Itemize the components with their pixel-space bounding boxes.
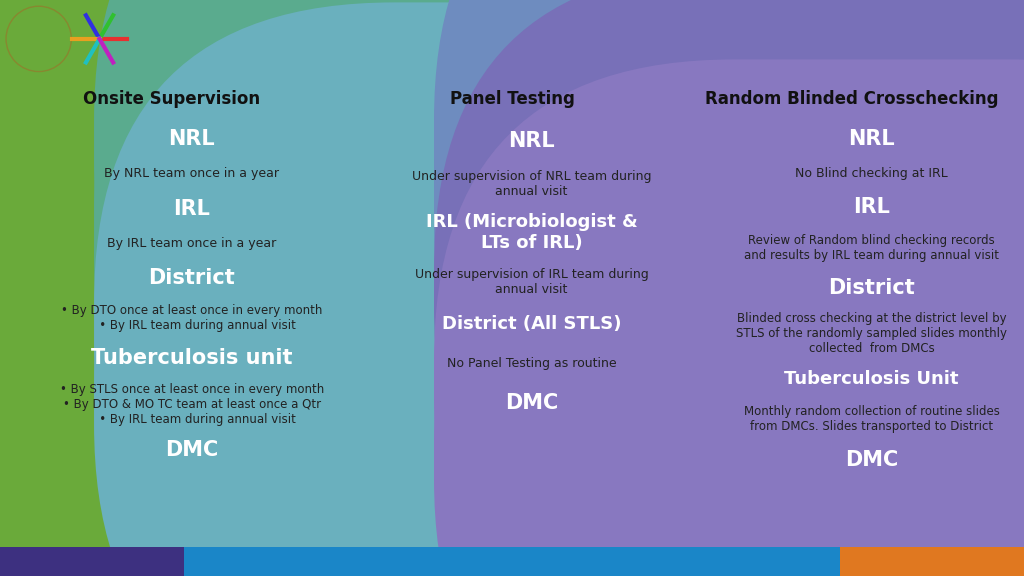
Text: NRL: NRL: [168, 130, 215, 149]
Text: NRL: NRL: [848, 130, 895, 149]
FancyBboxPatch shape: [288, 0, 1024, 576]
Text: Blinded cross checking at the district level by
STLS of the randomly sampled sli: Blinded cross checking at the district l…: [736, 312, 1008, 355]
Text: • By STLS once at least once in every month
• By DTO & MO TC team at least once : • By STLS once at least once in every mo…: [59, 383, 324, 426]
FancyBboxPatch shape: [0, 39, 630, 576]
FancyBboxPatch shape: [94, 0, 970, 463]
Text: Tuberculosis unit: Tuberculosis unit: [91, 348, 293, 368]
FancyBboxPatch shape: [434, 0, 1024, 527]
FancyBboxPatch shape: [94, 2, 970, 576]
FancyBboxPatch shape: [0, 0, 630, 576]
FancyBboxPatch shape: [840, 547, 1024, 576]
Polygon shape: [693, 121, 720, 518]
Text: By NRL team once in a year: By NRL team once in a year: [104, 168, 280, 180]
FancyBboxPatch shape: [0, 0, 138, 78]
FancyBboxPatch shape: [434, 140, 1024, 576]
FancyBboxPatch shape: [0, 0, 630, 459]
Text: Tuberculosis Unit: Tuberculosis Unit: [784, 370, 958, 388]
Text: DMC: DMC: [165, 441, 218, 460]
Text: District (All STLS): District (All STLS): [442, 315, 622, 333]
Text: NRL: NRL: [508, 131, 555, 151]
FancyBboxPatch shape: [0, 131, 630, 576]
FancyBboxPatch shape: [434, 59, 1024, 576]
Circle shape: [67, 6, 132, 71]
Text: Random Blinded Crosschecking: Random Blinded Crosschecking: [706, 90, 998, 108]
Text: By IRL team once in a year: By IRL team once in a year: [108, 237, 276, 249]
FancyBboxPatch shape: [434, 0, 1024, 459]
Text: No Blind checking at IRL: No Blind checking at IRL: [796, 167, 948, 180]
FancyBboxPatch shape: [0, 0, 630, 528]
Text: • By DTO once at least once in every month
   • By IRL team during annual visit: • By DTO once at least once in every mon…: [61, 304, 323, 332]
Text: District: District: [828, 278, 915, 298]
Text: IRL: IRL: [853, 198, 890, 217]
FancyBboxPatch shape: [0, 547, 184, 576]
FancyBboxPatch shape: [184, 547, 512, 576]
FancyBboxPatch shape: [0, 0, 736, 576]
Text: Monthly random collection of routine slides
from DMCs. Slides transported to Dis: Monthly random collection of routine sli…: [743, 406, 999, 433]
Text: DMC: DMC: [505, 393, 558, 413]
FancyBboxPatch shape: [512, 547, 840, 576]
FancyBboxPatch shape: [434, 0, 1024, 576]
FancyBboxPatch shape: [138, 0, 1024, 78]
Text: No Panel Testing as routine: No Panel Testing as routine: [446, 357, 616, 370]
Text: Review of Random blind checking records
and results by IRL team during annual vi: Review of Random blind checking records …: [744, 234, 999, 262]
Text: DMC: DMC: [845, 450, 898, 469]
Polygon shape: [13, 121, 40, 518]
Text: Panel Testing: Panel Testing: [450, 90, 574, 108]
Text: District: District: [148, 268, 236, 287]
FancyBboxPatch shape: [94, 0, 970, 561]
Text: EQA- SMEAR MICROSCOPY: EQA- SMEAR MICROSCOPY: [312, 22, 850, 56]
Text: IRL: IRL: [173, 199, 210, 218]
Text: Under supervision of IRL team during
annual visit: Under supervision of IRL team during ann…: [415, 268, 648, 295]
Text: Onsite Supervision: Onsite Supervision: [84, 90, 260, 108]
Text: Under supervision of NRL team during
annual visit: Under supervision of NRL team during ann…: [412, 170, 651, 198]
Circle shape: [6, 6, 72, 71]
FancyBboxPatch shape: [94, 81, 970, 576]
Text: IRL (Microbiologist &
LTs of IRL): IRL (Microbiologist & LTs of IRL): [426, 213, 638, 252]
Polygon shape: [353, 121, 380, 518]
